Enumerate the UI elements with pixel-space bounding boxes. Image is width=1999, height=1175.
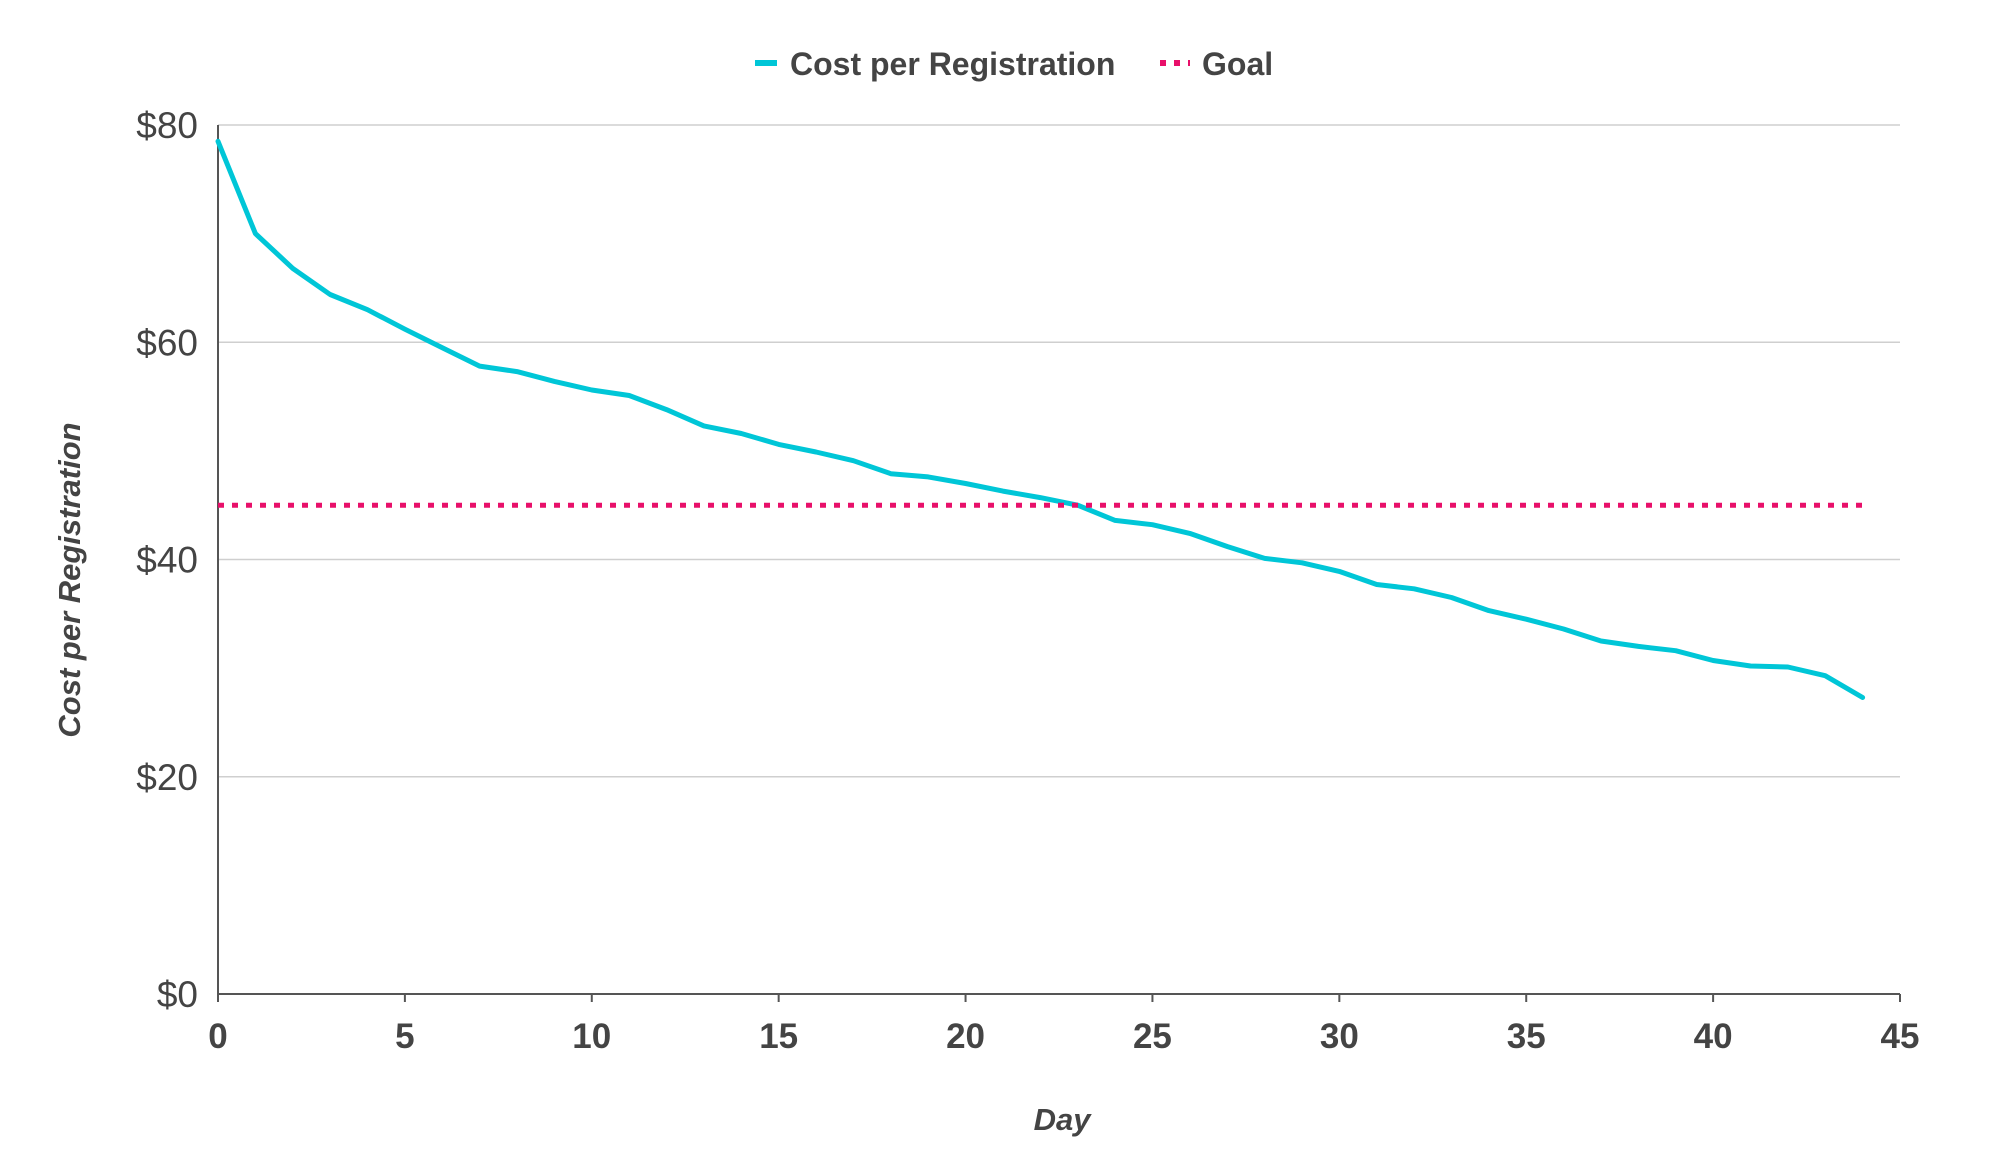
x-tick-label: 20 [946,1017,985,1056]
x-axis-ticks: 0 5 10 15 20 25 30 35 40 45 [208,1017,1919,1056]
x-tick-label: 15 [759,1017,798,1056]
x-tick-label: 45 [1881,1017,1920,1056]
y-axis-title: Cost per Registration [52,422,87,737]
y-tick-label: $80 [136,105,198,146]
y-axis-ticks: $0 $20 $40 $60 $80 [136,105,198,1015]
gridlines [218,124,1900,778]
y-tick-label: $20 [136,757,198,798]
legend-label-cost-per-registration: Cost per Registration [790,46,1115,82]
x-tick-label: 0 [208,1017,227,1056]
y-tick-label: $60 [136,322,198,363]
x-tick-label: 35 [1507,1017,1546,1056]
legend-label-goal: Goal [1202,46,1273,82]
axes [217,125,1901,1002]
x-tick-label: 40 [1694,1017,1733,1056]
x-tick-label: 30 [1320,1017,1359,1056]
x-axis-title: Day [1034,1102,1093,1137]
y-tick-label: $0 [157,974,198,1015]
x-tick-label: 25 [1133,1017,1172,1056]
y-tick-label: $40 [136,540,198,581]
x-tick-label: 5 [395,1017,414,1056]
series-line-cost-per-registration [215,138,1866,700]
series-lines [215,138,1866,700]
legend: Cost per Registration Goal [755,46,1273,82]
x-tick-label: 10 [572,1017,611,1056]
